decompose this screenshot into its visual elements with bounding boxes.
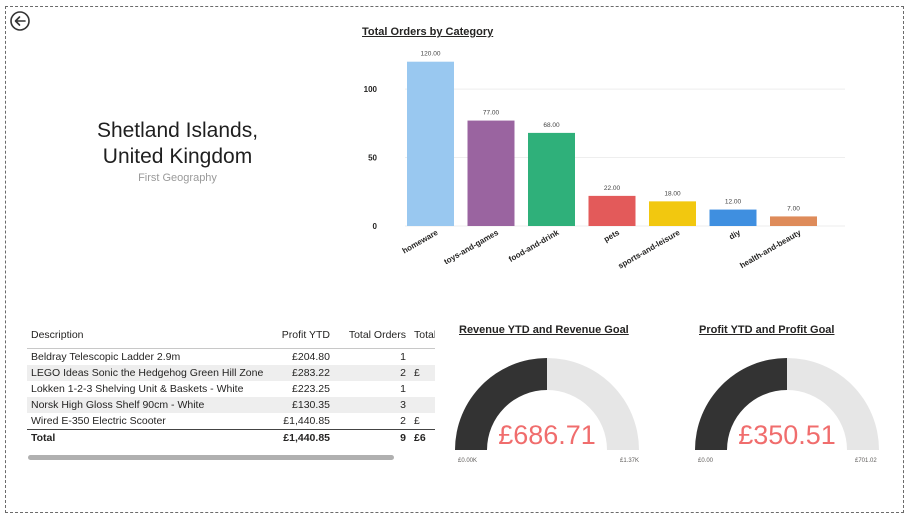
bar-data-label: 18.00	[664, 190, 681, 197]
revenue-gauge-min: £0.00K	[458, 458, 478, 464]
bar-chart-title: Total Orders by Category	[362, 26, 494, 38]
table-cell: £1,440.85	[283, 415, 330, 427]
geography-subtitle: First Geography	[138, 172, 217, 184]
table-cell: £1,440.85	[277, 429, 334, 446]
y-tick-label: 50	[368, 154, 377, 163]
table-cell	[410, 397, 435, 413]
table-cell: 2	[334, 365, 410, 381]
orders-by-category-chart[interactable]: 0 50 100 120.00 homeware 77.00 toys-and-games 6…	[355, 40, 855, 290]
bar-data-label: 12.00	[725, 199, 742, 206]
table-cell: 1	[400, 351, 406, 363]
table-row[interactable]: Norsk High Gloss Shelf 90cm - White £130.…	[27, 397, 435, 413]
x-tick-label: toys-and-games	[442, 228, 500, 267]
table-header-row: Description Profit YTD Total Orders Tota…	[27, 322, 435, 349]
table-cell: 3	[334, 397, 410, 413]
table-cell: £283.22	[277, 365, 334, 381]
bar-data-label: 7.00	[787, 205, 800, 212]
x-tick-label: homeware	[401, 228, 440, 256]
table-cell: £223.25	[292, 383, 330, 395]
column-header-total-orders[interactable]: Total Orders	[334, 322, 410, 349]
bar-sports-and-leisure[interactable]	[649, 201, 696, 226]
x-tick-label: food-and-drink	[507, 228, 561, 264]
table-cell: Lokken 1-2-3 Shelving Unit & Baskets - W…	[31, 383, 244, 395]
geography-title-line1: Shetland Islands,	[96, 119, 259, 142]
bar-toys-and-games[interactable]	[467, 120, 515, 226]
bar-data-label: 22.00	[604, 185, 621, 192]
back-arrow-icon[interactable]	[10, 11, 30, 31]
bar-food-and-drink[interactable]	[528, 132, 575, 226]
profit-gauge[interactable]: £350.51	[695, 355, 885, 455]
profit-gauge-title: Profit YTD and Profit Goal	[699, 324, 835, 336]
bar-diy[interactable]	[709, 209, 757, 226]
table-cell: 1	[400, 383, 406, 395]
column-header-description[interactable]: Description	[27, 322, 277, 349]
bar-pets[interactable]	[588, 195, 636, 226]
report-canvas	[5, 6, 904, 513]
bar-data-label: 68.00	[543, 122, 560, 129]
table-cell: 2	[400, 415, 406, 427]
x-tick-label: pets	[602, 228, 621, 244]
geography-title: Shetland Islands, United Kingdom	[60, 118, 295, 170]
revenue-gauge[interactable]: £686.71	[455, 355, 645, 455]
table-cell	[410, 349, 435, 366]
table-cell: £	[414, 415, 420, 427]
table-row[interactable]: Wired E-350 Electric Scooter £1,440.85 2 £	[27, 413, 435, 430]
table-horizontal-scrollbar[interactable]	[28, 455, 394, 460]
x-tick-label: sports-and-leisure	[617, 228, 682, 271]
column-header-profit-ytd[interactable]: Profit YTD	[277, 322, 334, 349]
table-total-row[interactable]: Total £1,440.85 9 £6	[27, 429, 435, 446]
gauge-value: £686.71	[498, 420, 596, 450]
geography-title-line2: United Kingdom	[102, 145, 253, 168]
y-tick-label: 0	[373, 222, 378, 231]
table-cell: Beldray Telescopic Ladder 2.9m	[31, 351, 181, 363]
bar-data-label: 120.00	[421, 51, 441, 58]
table-cell: Wired E-350 Electric Scooter	[31, 415, 166, 427]
table-cell	[410, 381, 435, 397]
gauge-fill[interactable]	[695, 358, 787, 450]
table-row[interactable]: Beldray Telescopic Ladder 2.9m £204.80 1	[27, 349, 435, 366]
revenue-gauge-title: Revenue YTD and Revenue Goal	[459, 324, 629, 336]
gauge-value: £350.51	[738, 420, 836, 450]
table-cell: Norsk High Gloss Shelf 90cm - White	[27, 397, 277, 413]
table-cell: LEGO Ideas Sonic the Hedgehog Green Hill…	[27, 365, 277, 381]
table-row[interactable]: LEGO Ideas Sonic the Hedgehog Green Hill…	[27, 365, 435, 381]
table-cell: £	[410, 365, 435, 381]
table-cell: £130.35	[277, 397, 334, 413]
table-row[interactable]: Lokken 1-2-3 Shelving Unit & Baskets - W…	[27, 381, 435, 397]
bar-homeware[interactable]	[407, 61, 454, 226]
bar-data-label: 77.00	[483, 110, 500, 117]
gauge-fill[interactable]	[455, 358, 547, 450]
column-header-total-i[interactable]: Total I	[410, 322, 435, 349]
table-cell: 9	[334, 429, 410, 446]
table-cell: £6	[410, 429, 435, 446]
revenue-gauge-max: £1.37K	[620, 458, 640, 464]
profit-gauge-min: £0.00	[698, 458, 714, 464]
x-tick-label: diy	[727, 228, 742, 242]
bar-health-and-beauty[interactable]	[770, 216, 817, 226]
y-tick-label: 100	[364, 85, 378, 94]
profit-gauge-max: £701.02	[855, 458, 877, 464]
table-cell: £204.80	[292, 351, 330, 363]
product-table[interactable]: Description Profit YTD Total Orders Tota…	[27, 322, 435, 458]
x-tick-label: health-and-beauty	[738, 228, 803, 271]
table-cell: Total	[27, 429, 277, 446]
